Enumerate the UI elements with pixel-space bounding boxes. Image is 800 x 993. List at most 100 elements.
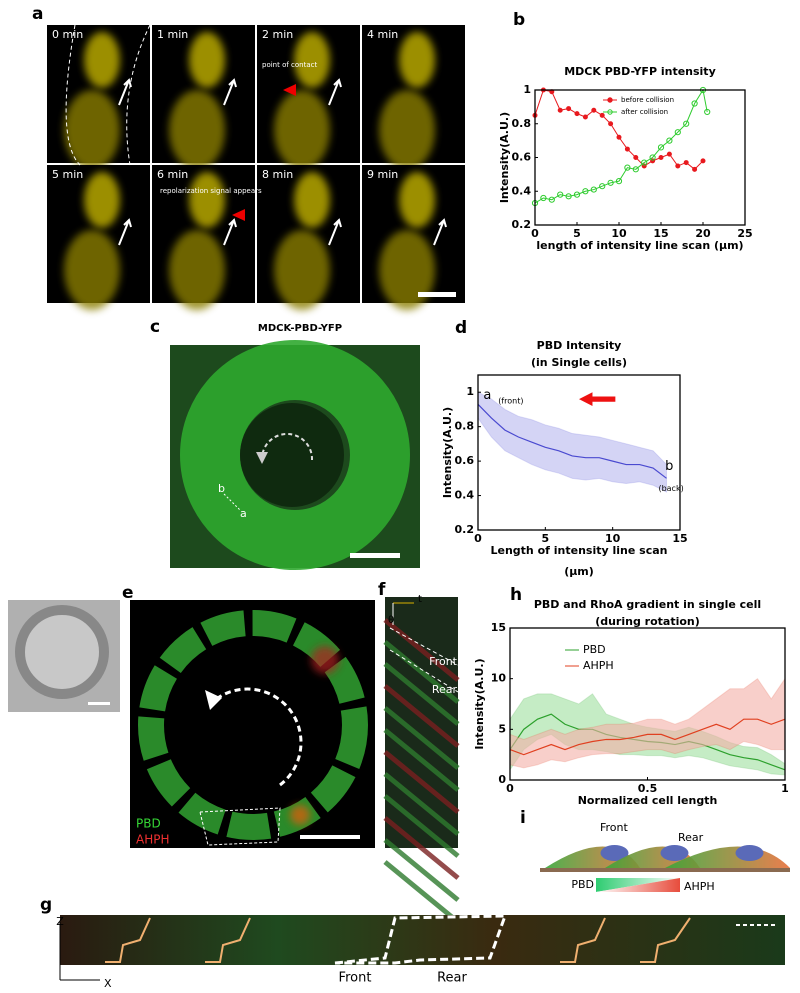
streak [383,838,460,902]
annotation: Front [600,821,629,834]
track [389,627,459,666]
streak [383,816,460,880]
red-arrowhead [283,84,296,96]
legend-text: after collision [621,108,668,116]
panel-label: h [510,585,522,605]
streak [383,728,460,792]
time-label: 2 min [262,28,293,41]
cell-outline [334,914,508,965]
arrow [433,218,447,246]
x-tick-label: 20 [695,227,711,240]
scale-bar [88,702,110,705]
time-label: 1 min [157,28,188,41]
rotation-head [256,452,268,464]
marker [674,129,681,136]
y-tick-label: 15 [491,621,506,634]
streak [383,794,460,858]
marker [615,178,623,185]
image [130,600,375,848]
rotation-head [205,690,222,710]
y-tick-label: 0.6 [512,151,532,164]
series-line [477,403,667,479]
marker [649,154,656,161]
marker [582,188,589,195]
y-tick-label: 0.8 [455,420,475,433]
image-panels [8,24,790,981]
x-tick-label: 0 [531,227,539,240]
cell-signal [379,90,435,170]
legend-marker [607,109,613,115]
rotation [261,433,314,461]
time-label: 5 min [52,168,83,181]
marker [666,137,673,144]
y-tick-label: 1 [523,83,531,96]
cell-signal [274,230,330,310]
axis-label: Z [56,915,64,928]
panel-label: c [150,317,160,337]
cell-signal [189,32,225,88]
arrow [223,218,237,246]
scale-bar [418,292,456,297]
marker [574,111,580,117]
x-axis-label: Normalized cell length [578,794,718,807]
axis-label: θ [388,615,394,626]
arrow [223,78,237,106]
cell-signal [379,230,435,310]
marker [683,120,690,127]
marker [573,191,581,198]
marker [557,191,564,198]
marker [632,166,639,173]
substrate [540,868,790,872]
scale-bar [300,835,360,839]
ahph-signal [290,805,310,825]
axes [59,922,100,981]
marker [557,107,563,113]
marker [624,164,631,171]
panel-label: i [520,808,526,828]
legend-text: AHPH [583,659,614,672]
marker [704,108,711,116]
x-tick-label: 25 [737,227,752,240]
marker [657,144,665,151]
y-tick-label: 0.6 [455,454,475,467]
marker [691,100,698,107]
y-axis-label: Intensity(A.U.) [441,407,454,498]
legend-text: PBD [136,817,161,831]
x-tick-label: 10 [605,532,621,545]
time-label: 6 min [157,168,188,181]
marker [565,193,572,200]
cell-signal [399,32,435,88]
streak [383,706,460,770]
annotation: Front [339,971,372,986]
streak [383,860,460,924]
x-tick-label: 15 [672,532,687,545]
streak [383,772,460,836]
ring [180,340,410,570]
chart-title: MDCK PBD-YFP intensity [564,65,716,78]
nucleus [600,845,629,861]
panel-label: b [513,10,525,30]
chart-subtitle: (in Single cells) [531,356,627,369]
annotation: (front) [498,396,523,405]
cell-signal [169,230,225,310]
trace [105,917,151,963]
axis-label: t [418,594,422,605]
error-band [477,391,668,493]
bf-ring [15,605,109,699]
nucleus [735,845,764,861]
y-axis-label: Intensity(A.U.) [498,112,511,203]
cell-signal [189,172,225,228]
ring [138,610,368,840]
y-tick-label: 0.2 [512,218,532,231]
track [389,649,459,693]
annotation: repolarization signal appears [160,187,262,195]
marker [599,183,606,190]
rotation [214,687,303,787]
panel-label: a [32,4,43,24]
y-axis-label: Intensity(A.U.) [473,658,486,749]
marker [658,155,664,160]
marker [582,114,588,120]
cell-outline [199,807,281,846]
panel-label: e [122,583,134,603]
